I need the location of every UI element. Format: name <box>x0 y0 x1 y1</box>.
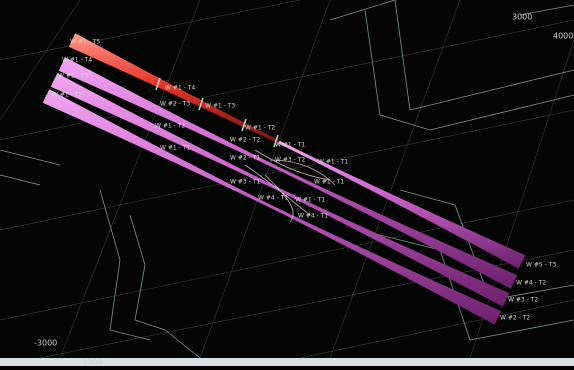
marker <box>155 77 161 91</box>
well-tube <box>58 57 518 289</box>
wells <box>42 33 526 325</box>
axis-label: -3000 <box>34 339 57 348</box>
axis-label: 3000 <box>82 358 102 367</box>
well-tube <box>42 89 502 325</box>
well-label: W #1 - T2 <box>52 92 82 99</box>
well-trajectory <box>269 159 336 186</box>
marker <box>273 134 279 148</box>
marker <box>198 97 204 111</box>
well-tube <box>278 140 526 269</box>
well-label: W #1 - T1 <box>160 145 190 152</box>
well-label: W #1 - T1 <box>275 142 305 149</box>
marker <box>241 118 247 132</box>
well-label: W #1 - T1 <box>295 197 325 204</box>
well-trajectory <box>254 149 331 181</box>
status-bar <box>0 358 574 366</box>
well-label: W #1 - T1 <box>318 159 348 166</box>
well-label: W #2 - T2 <box>500 315 530 322</box>
well-label: W #3 - T2 <box>508 297 538 304</box>
well-label: W #2 - T2 <box>230 137 260 144</box>
well-label: W #1 - T5 <box>70 39 100 46</box>
well-tube <box>50 73 510 307</box>
well-label: W #1 - T3 <box>205 103 235 110</box>
well-label: W #4 - T1 <box>258 195 288 202</box>
well-label: W #4 - T1 <box>298 213 328 220</box>
background <box>0 0 574 358</box>
well-label: W #3 - T2 <box>275 157 305 164</box>
well-tube <box>68 33 280 144</box>
well-labels: W #1 - T5 W #1 - T4 W #1 - T3 W #1 - T2 W #1… <box>52 39 556 322</box>
well-label: W #2 - T3 <box>160 101 190 108</box>
axis-label: 4000 <box>553 32 573 41</box>
well-label: W #1 - T2 <box>155 123 185 130</box>
well-label: W #3 - T1 <box>230 179 260 186</box>
well-label: W #1 - T3 <box>58 73 88 80</box>
well-label: W #1 - T4 <box>165 85 195 92</box>
well-label: W #1 - T2 <box>245 125 275 132</box>
well-label: W #4 - T2 <box>516 280 546 287</box>
well-label: W #1 - T1 <box>314 179 344 186</box>
well-label: W #1 - T4 <box>62 57 92 64</box>
axis-label: 3000 <box>512 13 532 22</box>
well-trajectory <box>264 174 294 223</box>
well-label: W #2 - T1 <box>230 155 260 162</box>
well-label: W #5 - T3 <box>526 262 556 269</box>
